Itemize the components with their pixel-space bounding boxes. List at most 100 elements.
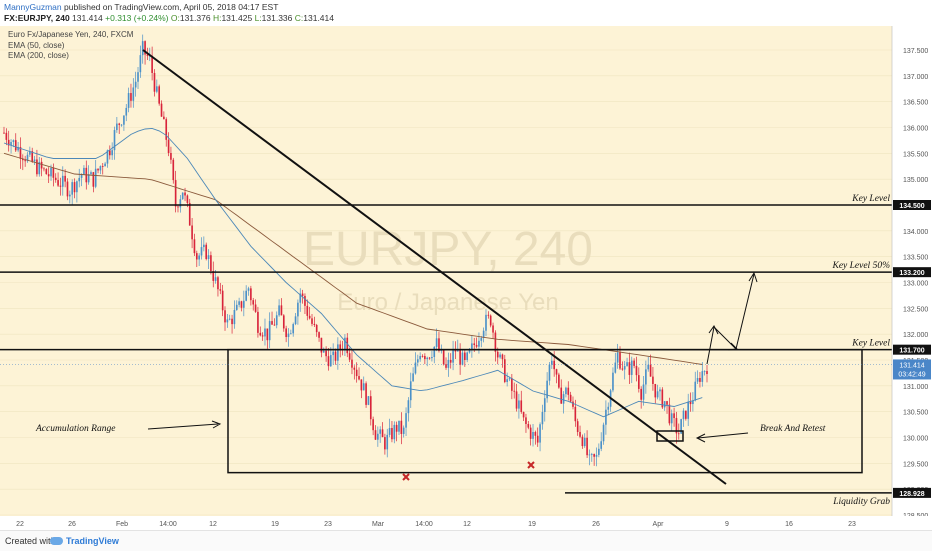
candle-body [362,383,365,391]
candle-body [602,424,605,442]
candle-body [652,376,654,384]
price-level-tags: 134.500 133.200 131.700 128.928 131.414 03:42… [0,200,931,498]
candle-body [480,337,483,341]
last-price: 131.414 [72,13,103,23]
candle-body [471,343,473,350]
candle-body [322,350,325,353]
candle-body [146,54,149,56]
projection-arrowhead-3 [748,271,758,283]
candle-body [280,305,283,316]
candle-body [320,337,323,353]
candle-body [278,305,280,316]
candle-body [226,319,229,323]
candle-body [555,369,558,375]
candle-body [325,350,327,357]
candle-body [268,321,271,341]
candle-body [212,271,215,281]
candle-body [14,140,17,151]
candle-body [598,448,600,455]
candle-body [54,177,57,181]
price-tick-label: 129.500 [903,461,928,468]
candle-body [438,338,440,351]
candle-body [329,355,332,367]
candle-body [367,396,370,405]
candle-body [7,139,10,146]
candle-body [101,166,104,167]
ohlc-bar: FX:EURJPY, 240 131.414 +0.313 (+0.24%) O… [4,13,334,23]
time-tick-label: 9 [725,521,729,528]
candle-body [461,352,464,365]
legend-ema200[interactable]: EMA (200, close) [8,51,69,60]
candle-body [621,368,624,370]
candle-body [76,181,78,193]
candle-body [334,351,337,361]
break-retest-box[interactable] [656,430,684,442]
candle-body [595,454,598,457]
x-marker [527,461,535,469]
level-price-tag-text: 131.700 [899,348,924,355]
candle-body [40,161,43,169]
candle-body [254,304,257,312]
candle-body [153,72,156,92]
price-tick-label: 136.000 [903,126,928,133]
time-axis: 22 26 Feb 14:00 12 19 23 Mar 14:00 12 19 26 Apr 9 16 23 [16,521,856,528]
candle-body [365,383,367,405]
price-tick-label: 137.500 [903,48,928,55]
candle-body [581,436,584,447]
candle-body [311,318,313,324]
candle-body [668,404,671,424]
candle-body [645,369,647,385]
candle-body [17,147,19,151]
candle-body [532,432,534,439]
candle-body [433,346,436,357]
candle-body [358,376,360,380]
candle-body [496,351,499,358]
candle-body [647,364,650,370]
time-tick-label: 14:00 [415,521,433,528]
legend-ema50[interactable]: EMA (50, close) [8,40,65,50]
ema200-line [3,152,703,365]
retest-arrowhead [695,433,706,443]
candle-body [120,124,123,126]
candle-body [297,302,299,317]
created-with-text: Created with [5,536,56,546]
candle-body [111,150,113,156]
candle-body [87,174,90,183]
candle-body [219,289,222,291]
candle-body [562,394,565,404]
candle-body [200,247,203,256]
candle-body [355,369,358,377]
candle-body [327,356,330,367]
candle-body [518,400,520,409]
candle-body [137,72,139,82]
candle-body [130,93,132,101]
candle-body [158,86,161,104]
candle-body [5,132,8,140]
candle-body [125,107,128,116]
price-chart[interactable]: EURJPY, 240 Euro / Japanese Yen Key Leve… [0,0,932,530]
candle-body [156,86,158,92]
candle-body [346,337,349,354]
accumulation-arrowhead [211,420,222,429]
legend-title: Euro Fx/Japanese Yen, 240, FXCM [8,30,134,39]
projection-path [706,273,755,365]
candle-body [64,175,66,182]
downtrend-line[interactable] [142,49,727,485]
candle-body [407,400,410,414]
candle-body [682,410,685,420]
tradingview-brand-link[interactable]: TradingView [66,536,119,546]
candle-body [492,325,494,333]
accumulation-range-box[interactable] [227,348,863,474]
key-level-annotation: Key Level [851,339,890,349]
candle-body [50,167,52,177]
author-link[interactable]: MannyGuzman [4,2,62,12]
candle-body [511,378,513,391]
candle-body [261,335,264,337]
candle-body [576,421,579,432]
candle-body [83,167,85,175]
high-label: H: [212,13,222,23]
candle-body [395,424,398,432]
candle-body [10,142,12,146]
candle-body [464,352,466,360]
price-tick-label: 132.000 [903,332,928,339]
